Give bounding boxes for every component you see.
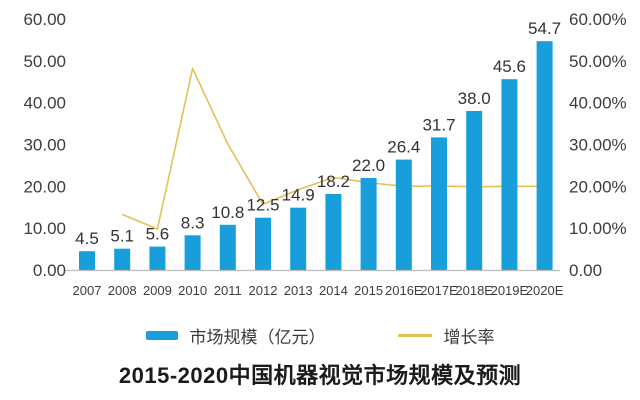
bar-2013 [290,207,307,270]
right-axis-tick-5: 50.00% [569,52,627,71]
legend-item-growth-rate: 增长率 [397,323,495,348]
left-axis-tick-3: 30.00 [23,136,66,155]
bar-label-2009: 5.6 [146,225,170,244]
legend-item-market-size: 市场规模（亿元） [145,323,326,348]
bar-2012 [255,217,271,270]
bar-2008 [114,248,131,270]
bar-2016E [395,159,412,270]
bar-2014 [325,193,342,270]
x-axis-label-2007: 2007 [73,283,102,298]
bar-label-2018E: 38.0 [458,89,491,108]
bar-label-2015: 22.0 [352,156,385,175]
legend-label-growth-rate: 增长率 [443,327,495,347]
bar-label-2019E: 45.6 [493,57,526,76]
bar-2018E [466,111,483,270]
bar-label-2016E: 26.4 [387,138,420,157]
bar-2020E [536,41,553,271]
x-axis-label-2019E: 2019E [491,283,529,298]
x-axis-label-2008: 2008 [108,283,137,298]
bar-2009 [149,246,166,270]
left-axis-tick-0: 0.00 [33,261,66,280]
right-axis-tick-3: 30.00% [569,136,627,155]
bar-label-2010: 8.3 [181,213,205,232]
x-axis-label-2009: 2009 [143,283,172,298]
x-axis-label-2014: 2014 [319,283,348,298]
bar-label-2012: 12.5 [246,196,279,215]
bar-2011 [219,224,236,270]
bar-label-2014: 18.2 [317,172,350,191]
chart-title: 2015-2020中国机器视觉市场规模及预测 [118,363,522,388]
line-series-swatch-icon [397,333,432,337]
x-axis-label-2017E: 2017E [420,283,458,298]
left-axis-tick-2: 20.00 [23,177,66,196]
chart-legend: 市场规模（亿元） 增长率 [0,322,640,348]
x-axis-label-2018E: 2018E [455,283,493,298]
bar-2010 [184,235,201,270]
right-axis-tick-4: 40.00% [569,94,627,113]
left-axis-tick-6: 60.00 [23,10,66,29]
left-axis-tick-5: 50.00 [23,52,66,71]
right-axis-tick-0: 0.00 [569,261,602,280]
x-axis-label-2020E: 2020E [526,283,564,298]
bar-label-2011: 10.8 [211,203,244,222]
bar-2015 [360,178,377,270]
bar-label-2020E: 54.7 [528,19,561,38]
bar-label-2007: 4.5 [75,229,99,248]
bar-series-swatch-icon [145,330,178,340]
bar-2019E [501,79,518,270]
x-axis-label-2010: 2010 [178,283,207,298]
legend-label-market-size: 市场规模（亿元） [189,327,326,347]
bar-label-2013: 14.9 [282,186,315,205]
market-size-growth-chart: 0.00 10.00 20.00 30.00 40.00 50.00 60.00 0.00 10… [23,10,627,298]
left-axis-tick-4: 40.00 [23,94,66,113]
bar-2017E [431,137,447,270]
bar-label-2008: 5.1 [110,227,134,246]
right-axis-tick-6: 60.00% [569,10,627,29]
x-axis-label-2012: 2012 [249,283,278,298]
x-axis-label-2011: 2011 [214,283,242,298]
x-axis-label-2016E: 2016E [385,283,423,298]
left-axis-tick-1: 10.00 [23,219,66,238]
x-axis-label-2013: 2013 [284,283,313,298]
x-axis-label-2015: 2015 [354,283,383,298]
right-axis-tick-1: 10.00% [569,219,627,238]
bar-label-2017E: 31.7 [422,115,455,134]
bar-2007 [79,251,95,270]
right-axis-tick-2: 20.00% [569,177,627,196]
